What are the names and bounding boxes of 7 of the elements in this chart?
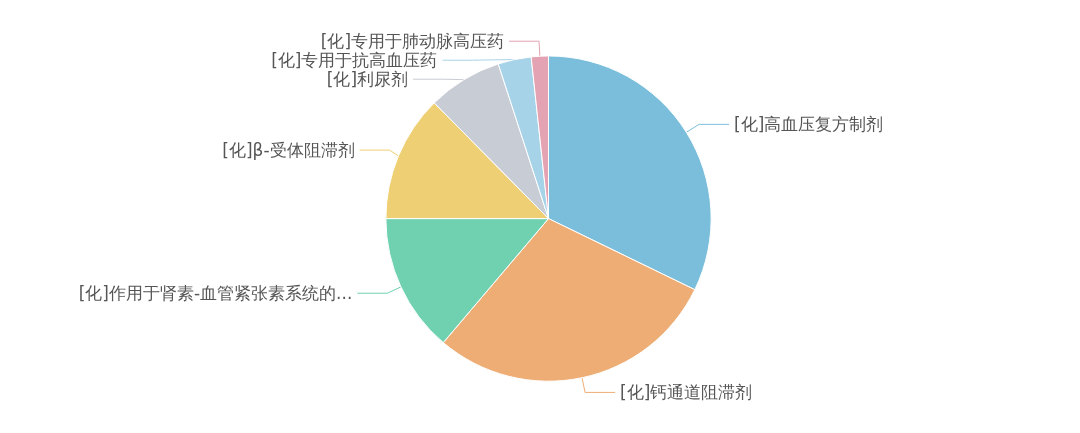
slice-label: [化]作用于肾素-血管紧张素系统的... <box>78 283 353 304</box>
slice-label: [化]专用于抗高血压药 <box>271 50 438 71</box>
slice-label: [化]钙通道阻滞剂 <box>620 382 753 403</box>
slice-label: [化]高血压复方制剂 <box>734 114 884 135</box>
slice-label: [化]β-受体阻滞剂 <box>222 140 355 161</box>
slice-label: [化]利尿剂 <box>326 69 409 90</box>
slice-label: [化]专用于肺动脉高压药 <box>320 31 505 52</box>
